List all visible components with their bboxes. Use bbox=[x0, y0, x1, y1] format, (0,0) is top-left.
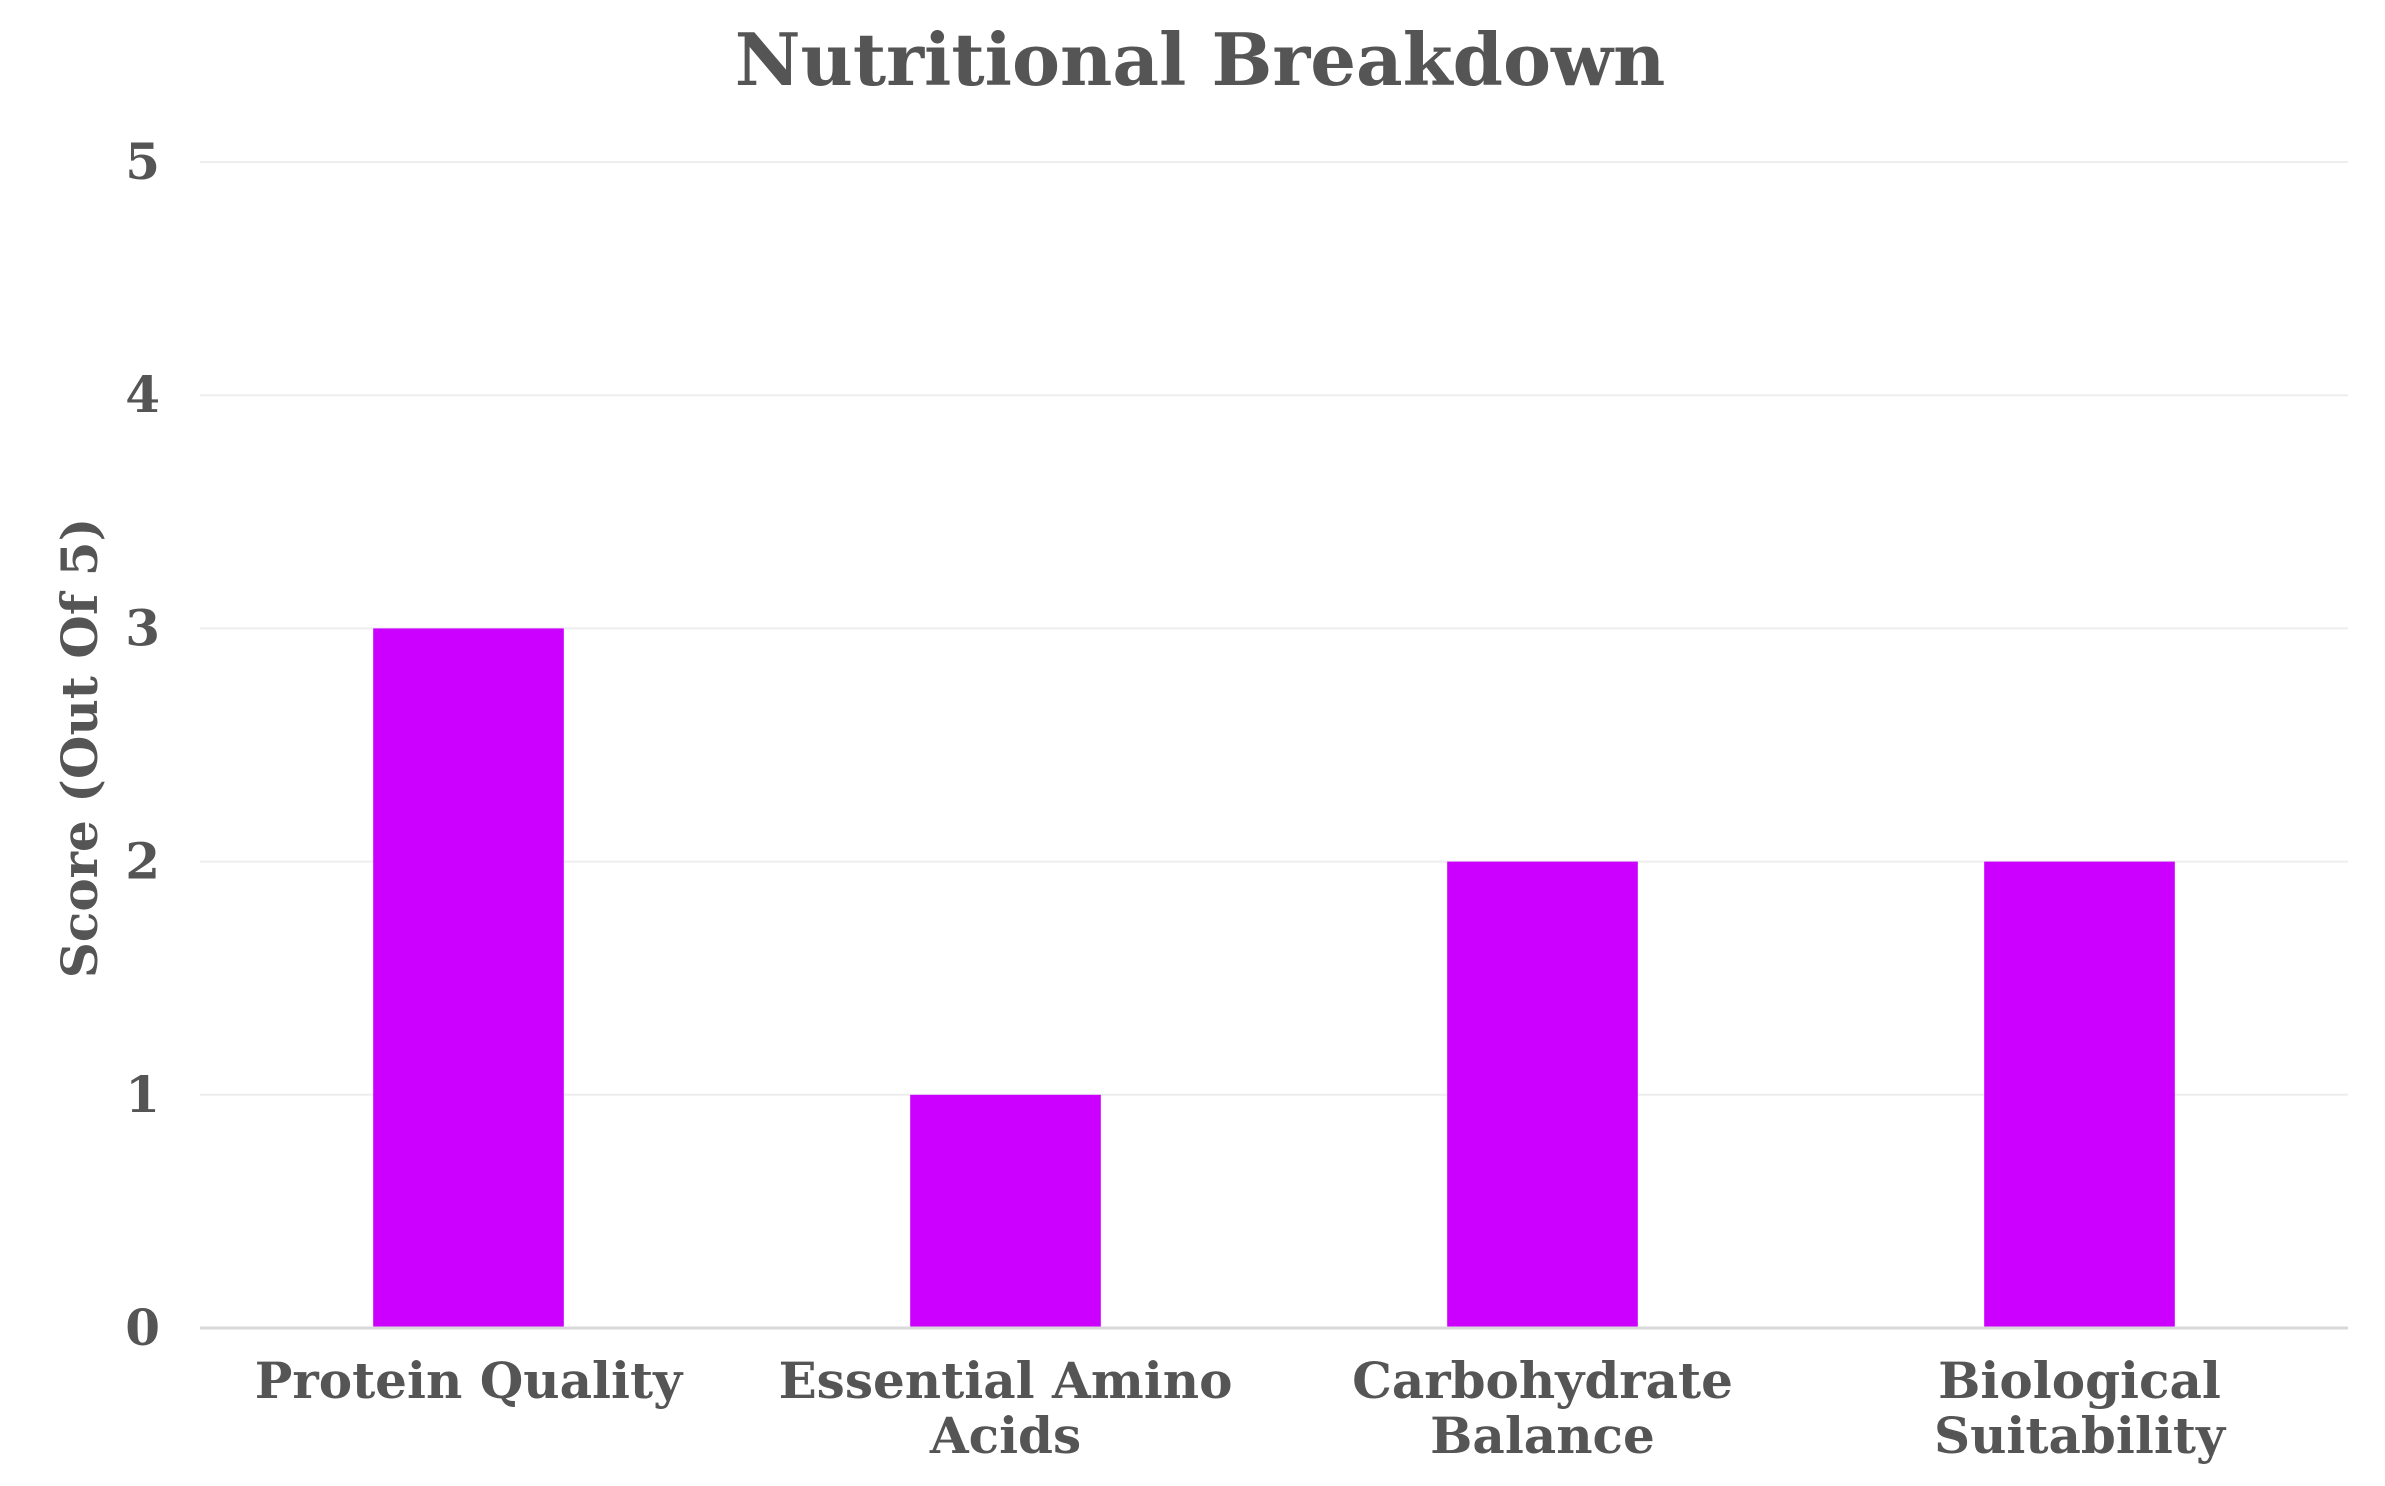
y-tick-label: 4 bbox=[125, 365, 160, 424]
y-tick-label: 0 bbox=[125, 1298, 160, 1357]
x-tick-label: Biological Suitability bbox=[1934, 1351, 2227, 1465]
x-tick-label: Essential Amino Acids bbox=[779, 1351, 1233, 1465]
x-tick-label: Protein Quality bbox=[255, 1351, 684, 1410]
x-tick-label: Carbohydrate Balance bbox=[1352, 1351, 1733, 1465]
bar-essential-amino-acids bbox=[910, 1094, 1101, 1328]
bars bbox=[373, 628, 2175, 1328]
bar-carbohydrate-balance bbox=[1447, 861, 1638, 1328]
y-tick-label: 5 bbox=[125, 132, 160, 191]
bar-biological-suitability bbox=[1984, 861, 2175, 1328]
chart-title: Nutritional Breakdown bbox=[735, 17, 1666, 102]
x-tick-labels: Protein Quality Essential Amino Acids Carbo… bbox=[255, 1351, 2227, 1465]
y-axis-label: Score (Out Of 5) bbox=[50, 518, 109, 978]
bar-protein-quality bbox=[373, 628, 564, 1328]
y-tick-label: 1 bbox=[125, 1065, 160, 1124]
y-tick-labels: 0 1 2 3 4 5 bbox=[125, 132, 160, 1357]
y-tick-label: 3 bbox=[125, 598, 160, 657]
y-tick-label: 2 bbox=[125, 832, 160, 891]
